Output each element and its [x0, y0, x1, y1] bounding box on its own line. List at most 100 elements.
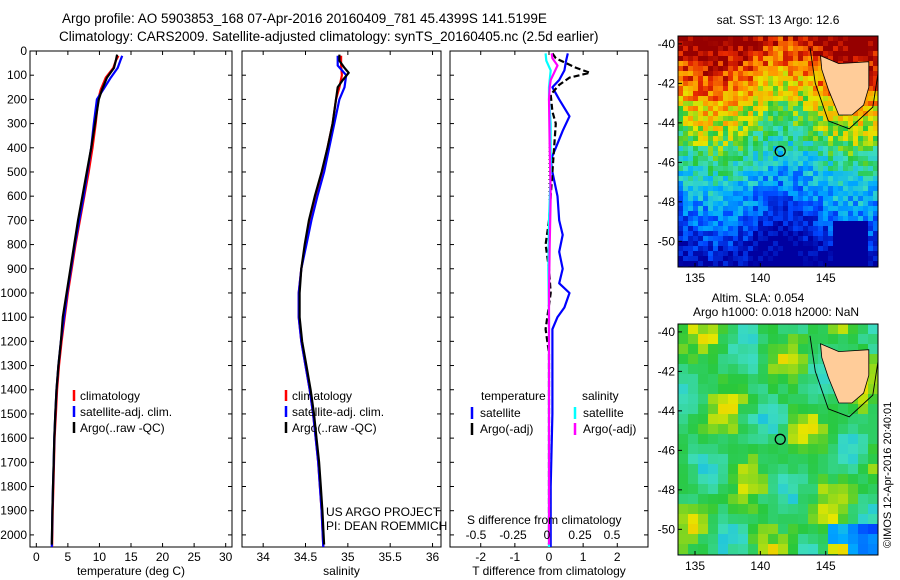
map-cell — [763, 161, 769, 167]
map-cell — [788, 161, 794, 167]
map-cell — [828, 334, 839, 345]
map-cell — [773, 261, 779, 267]
map-cell — [798, 484, 809, 495]
map-cell — [743, 121, 749, 127]
map-cell — [748, 324, 759, 335]
map-cell — [733, 136, 739, 142]
map-cell — [683, 176, 689, 182]
map-cell — [748, 36, 754, 42]
map-cell — [703, 141, 709, 147]
map-cell — [858, 494, 869, 505]
map-cell — [793, 106, 799, 112]
map-cell — [743, 261, 749, 267]
map-cell — [838, 216, 844, 222]
map-cell — [723, 46, 729, 52]
map-cell — [683, 41, 689, 47]
map-cell — [748, 41, 754, 47]
map-cell — [708, 156, 714, 162]
map-cell — [868, 364, 878, 375]
map-cell — [843, 41, 849, 47]
map-cell — [703, 56, 709, 62]
map-cell — [858, 236, 864, 242]
map-cell — [743, 181, 749, 187]
map-cell — [858, 256, 864, 262]
map-cell — [743, 146, 749, 152]
map-cell — [873, 206, 878, 212]
map-cell — [733, 76, 739, 82]
map-cell — [683, 246, 689, 252]
map-cell — [823, 36, 829, 42]
map-cell — [868, 226, 874, 232]
map-cell — [758, 364, 769, 375]
map-cell — [783, 36, 789, 42]
map-cell — [688, 201, 694, 207]
map-cell — [848, 424, 859, 435]
map-cell — [688, 241, 694, 247]
map-cell — [733, 221, 739, 227]
map-cell — [808, 76, 814, 82]
map-cell — [778, 404, 789, 415]
map-cell — [868, 414, 878, 425]
map-cell — [833, 256, 839, 262]
map-cell — [808, 221, 814, 227]
map-cell — [748, 156, 754, 162]
map-cell — [753, 231, 759, 237]
map-cell — [753, 51, 759, 57]
map-cell — [733, 141, 739, 147]
map-cell — [718, 241, 724, 247]
map-cell — [748, 374, 759, 385]
map-cell — [703, 41, 709, 47]
map-cell — [818, 181, 824, 187]
map-cell — [748, 166, 754, 172]
map-cell — [703, 206, 709, 212]
map-cell — [718, 554, 729, 555]
map-cell — [678, 424, 689, 435]
map-cell — [693, 151, 699, 157]
map-cell — [818, 46, 824, 52]
map-cell — [678, 251, 684, 257]
map-cell — [688, 534, 699, 545]
map-cell — [718, 121, 724, 127]
map-cell — [713, 156, 719, 162]
map-cell — [828, 404, 839, 415]
map-cell — [718, 166, 724, 172]
map-cell — [863, 191, 869, 197]
map-cell — [853, 236, 859, 242]
map-cell — [738, 41, 744, 47]
map-cell — [808, 166, 814, 172]
map-cell — [713, 46, 719, 52]
map-cell — [733, 51, 739, 57]
map-cell — [773, 56, 779, 62]
map-cell — [723, 116, 729, 122]
legend-label: Argo(-adj) — [583, 422, 636, 436]
map-cell — [728, 46, 734, 52]
map-cell — [698, 106, 704, 112]
map-cell — [833, 181, 839, 187]
map-cell — [838, 186, 844, 192]
map-cell — [873, 141, 878, 147]
map-cell — [728, 334, 739, 345]
map-cell — [738, 171, 744, 177]
map-cell — [873, 51, 878, 57]
map-cell — [793, 211, 799, 217]
map-cell — [713, 196, 719, 202]
map-cell — [868, 241, 874, 247]
map-cell — [743, 256, 749, 262]
map-cell — [758, 324, 769, 335]
map-cell — [778, 106, 784, 112]
map-cell — [808, 41, 814, 47]
map-cell — [838, 176, 844, 182]
map-cell — [733, 91, 739, 97]
map-cell — [838, 534, 849, 545]
map-cell — [768, 126, 774, 132]
map-cell — [758, 494, 769, 505]
map-cell — [763, 136, 769, 142]
map-cell — [863, 211, 869, 217]
map-cell — [748, 384, 759, 395]
map-cell — [848, 231, 854, 237]
y-tick-label: 1800 — [0, 480, 27, 494]
map-cell — [703, 216, 709, 222]
map-cell — [868, 251, 874, 257]
map-cell — [688, 191, 694, 197]
map-cell — [683, 131, 689, 137]
